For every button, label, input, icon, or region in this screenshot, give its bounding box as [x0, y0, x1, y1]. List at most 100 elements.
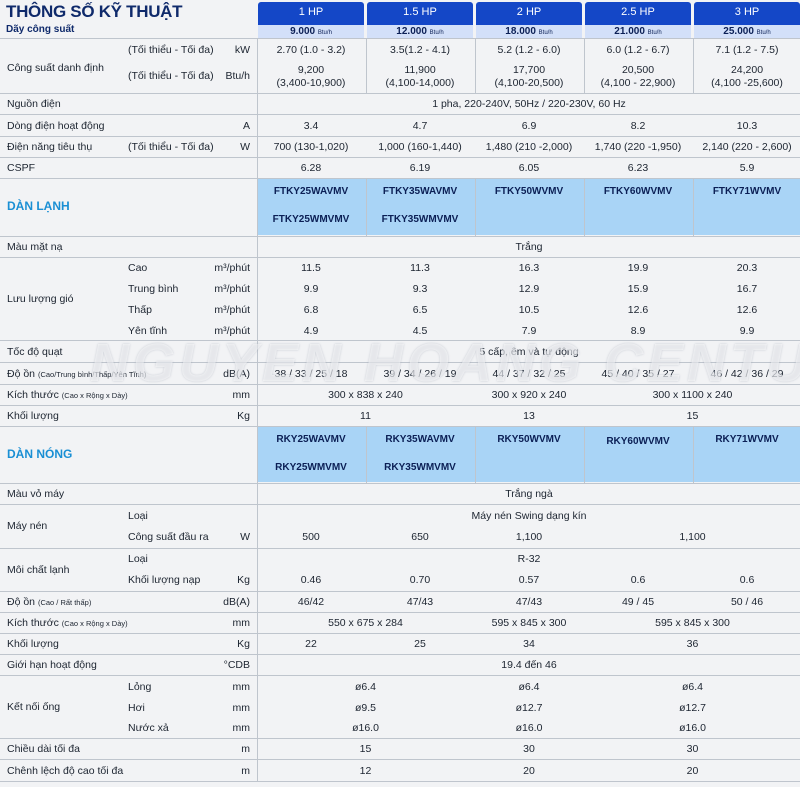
- outdoor-size-2-5-3hp: 595 x 845 x 300: [655, 617, 730, 629]
- airflow-medium-unit: m³/phút: [214, 283, 250, 295]
- outdoor-model-1hp-a: RKY25WAVMV: [276, 434, 346, 445]
- airflow-high-label: Cao: [128, 262, 148, 274]
- indoor-model-2-5hp: FTKY60WVMV: [603, 186, 673, 197]
- rated-capacity-unit-kw: kW: [234, 44, 250, 56]
- rated-btu-3hp: 24,200: [730, 64, 764, 76]
- panel-color-label: Màu mặt nạ: [7, 241, 63, 253]
- airflow-medium-label: Trung bình: [128, 283, 179, 295]
- outdoor-weight-1-5hp: 25: [414, 638, 426, 650]
- piping-gas-2-5-3hp: ø12.7: [679, 702, 706, 714]
- piping-drain-1-1-5hp: ø16.0: [352, 722, 379, 734]
- rated-kw-1hp: 2.70 (1.0 - 3.2): [276, 44, 346, 56]
- max-length-2-5-3hp: 30: [686, 743, 699, 755]
- airflow-quiet-2hp: 7.9: [521, 325, 537, 337]
- compressor-output-1-5hp: 650: [411, 531, 429, 543]
- piping-liquid-2hp: ø6.4: [518, 681, 540, 693]
- compressor-output-label: Công suất đầu ra: [128, 531, 209, 543]
- airflow-low-1-5hp: 6.5: [412, 304, 428, 316]
- current-1-5hp: 4.7: [412, 120, 428, 132]
- indoor-model-1hp-b: FTKY25WMVMV: [272, 214, 350, 225]
- outdoor-size-2hp: 595 x 845 x 300: [491, 617, 567, 629]
- rated-btu-range-1hp: (3,400-10,900): [276, 77, 346, 89]
- rated-kw-2hp: 5.2 (1.2 - 6.0): [497, 44, 561, 56]
- indoor-noise-1-5hp: 39 / 34 / 26 / 19: [383, 368, 457, 380]
- max-length-label: Chiều dài tối đa: [7, 743, 80, 755]
- current-label: Dòng điện hoạt động: [7, 120, 105, 132]
- outdoor-model-1-5hp-a: RKY35WAVMV: [385, 434, 455, 445]
- current-unit: A: [242, 120, 250, 132]
- piping-label: Kết nối ống: [7, 701, 61, 713]
- refrigerant-type-value: R-32: [517, 553, 541, 565]
- rated-kw-1-5hp: 3.5(1.2 - 4.1): [389, 44, 451, 56]
- airflow-medium-3hp: 16.7: [736, 283, 758, 295]
- fan-speed-value: 5 cấp, êm và tự động: [479, 346, 579, 358]
- power-source-label: Nguồn điện: [7, 98, 61, 110]
- airflow-low-3hp: 12.6: [736, 304, 758, 316]
- fan-speed-label: Tốc độ quạt: [7, 346, 63, 358]
- piping-gas-1-1-5hp: ø9.5: [354, 702, 376, 714]
- refrigerant-type-label: Loại: [128, 553, 148, 565]
- current-3hp: 10.3: [736, 120, 758, 132]
- indoor-model-1hp-a: FTKY25WAVMV: [273, 186, 349, 197]
- op-limit-value: 19.4 đến 46: [501, 659, 557, 671]
- piping-liquid-2-5-3hp: ø6.4: [681, 681, 703, 693]
- max-length-unit: m: [241, 743, 250, 755]
- indoor-weight-label: Khối lượng: [7, 410, 59, 422]
- rated-kw-3hp: 7.1 (1.2 - 7.5): [715, 44, 779, 56]
- outdoor-model-3hp: RKY71WVMV: [715, 434, 779, 445]
- airflow-quiet-3hp: 9.9: [739, 325, 755, 337]
- airflow-quiet-unit: m³/phút: [214, 325, 250, 337]
- indoor-noise-3hp: 46 / 42 / 36 / 29: [710, 368, 784, 380]
- indoor-model-band: [258, 179, 800, 235]
- airflow-low-2-5hp: 12.6: [627, 304, 649, 316]
- refrigerant-charge-1hp: 0.46: [300, 574, 322, 586]
- compressor-output-2hp: 1,100: [515, 531, 543, 543]
- indoor-weight-2hp: 13: [523, 410, 535, 422]
- outdoor-size-unit: mm: [232, 617, 251, 629]
- piping-liquid-unit: mm: [232, 681, 251, 693]
- refrigerant-label: Môi chất lạnh: [7, 564, 70, 576]
- outdoor-noise-2hp: 47/43: [515, 596, 543, 608]
- compressor-output-2-5-3hp: 1,100: [679, 531, 706, 543]
- max-height-unit: m: [241, 765, 250, 777]
- outdoor-size-label: Kích thước (Cao x Rộng x Dày): [7, 617, 128, 629]
- outdoor-model-1hp-b: RKY25WMVMV: [275, 462, 347, 473]
- outdoor-model-1-5hp-b: RKY35WMVMV: [384, 462, 456, 473]
- outdoor-weight-2hp: 34: [523, 638, 535, 650]
- consumption-1-5hp: 1,000 (160-1,440): [378, 141, 462, 153]
- airflow-high-2-5hp: 19.9: [627, 262, 649, 274]
- piping-drain-label: Nước xả: [128, 722, 169, 734]
- max-length-1-1-5hp: 15: [359, 743, 372, 755]
- refrigerant-charge-1-5hp: 0.70: [409, 574, 431, 586]
- airflow-high-unit: m³/phút: [214, 262, 250, 274]
- airflow-high-1-5hp: 11.3: [410, 262, 430, 274]
- airflow-quiet-2-5hp: 8.9: [630, 325, 646, 337]
- outdoor-weight-unit: Kg: [237, 638, 250, 650]
- compressor-output-unit: W: [240, 531, 250, 543]
- max-height-2-5-3hp: 20: [686, 765, 699, 777]
- page-title: THÔNG SỐ KỸ THUẬT: [6, 2, 183, 21]
- consumption-label: Điện năng tiêu thụ: [7, 141, 93, 153]
- airflow-low-1hp: 6.8: [303, 304, 319, 316]
- compressor-type-label: Loại: [128, 510, 148, 522]
- airflow-high-1hp: 11.5: [301, 262, 321, 274]
- indoor-size-2hp: 300 x 920 x 240: [491, 389, 567, 401]
- indoor-weight-1-1-5hp: 11: [360, 410, 371, 422]
- outdoor-model-band: [258, 427, 800, 482]
- indoor-weight-2-5-3hp: 15: [686, 410, 699, 422]
- current-1hp: 3.4: [303, 120, 319, 132]
- airflow-medium-2-5hp: 15.9: [627, 283, 649, 295]
- compressor-type-value: Máy nén Swing dạng kín: [471, 510, 587, 522]
- piping-gas-label: Hơi: [128, 702, 145, 714]
- rated-btu-range-1-5hp: (4,100-14,000): [385, 77, 455, 89]
- indoor-model-1-5hp-a: FTKY35WAVMV: [382, 186, 458, 197]
- consumption-1hp: 700 (130-1,020): [273, 141, 349, 153]
- outdoor-weight-1hp: 22: [305, 638, 317, 650]
- indoor-size-1-1-5hp: 300 x 838 x 240: [328, 389, 403, 401]
- outdoor-weight-label: Khối lượng: [7, 638, 59, 650]
- compressor-output-1hp: 500: [302, 531, 320, 543]
- piping-gas-2hp: ø12.7: [515, 702, 543, 714]
- panel-color-value: Trắng: [515, 241, 543, 253]
- consumption-3hp: 2,140 (220 - 2,600): [702, 141, 792, 153]
